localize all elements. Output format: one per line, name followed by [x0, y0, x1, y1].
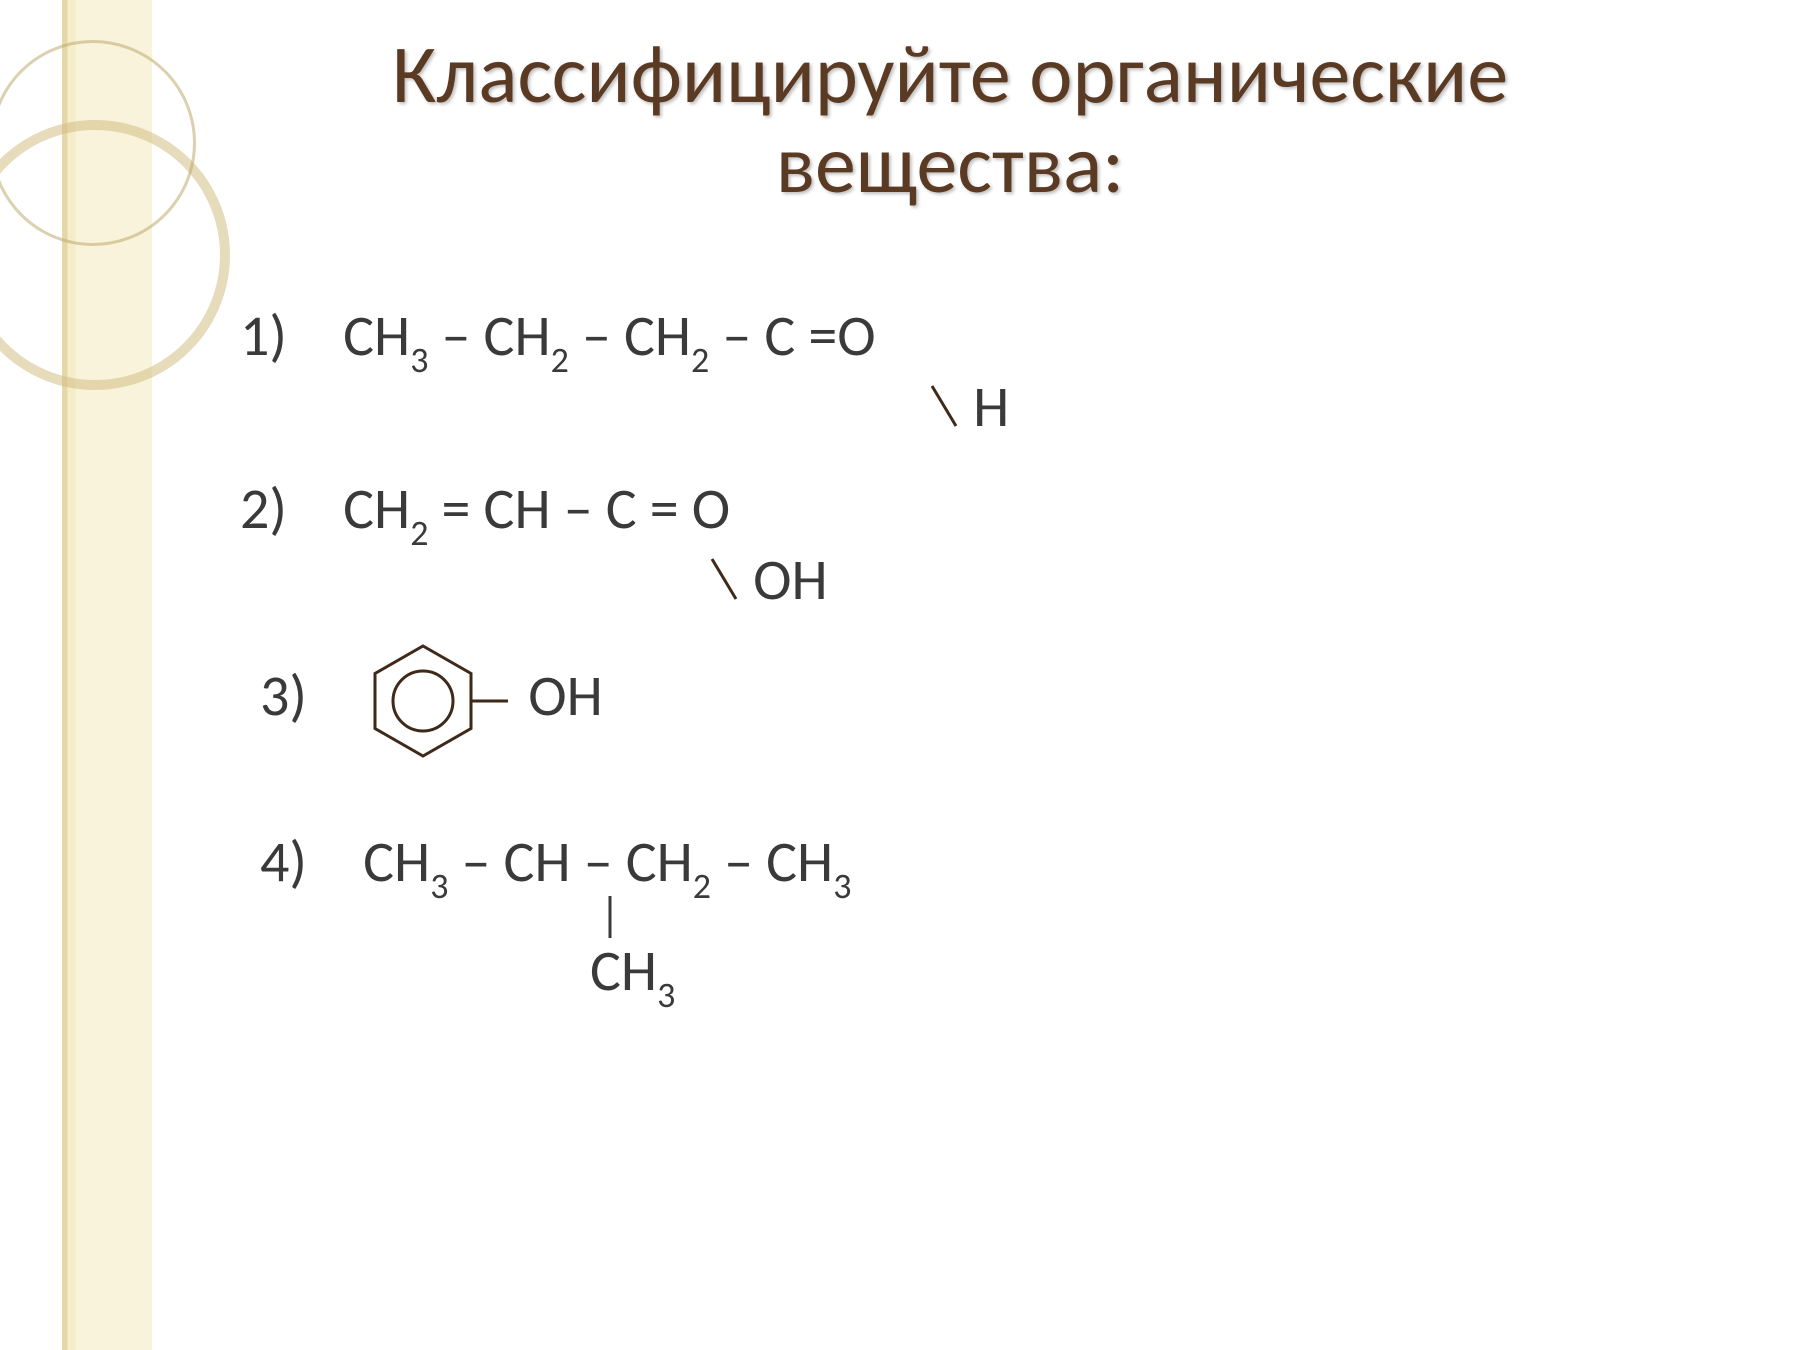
title-line-1: Классифицируйте органические — [392, 25, 1508, 125]
title-line-2: вещества: — [776, 115, 1124, 215]
bond-slash-icon — [930, 381, 960, 431]
item-3-label: OH — [528, 660, 603, 731]
item-3: 3) OH — [240, 636, 1690, 766]
item-2: 2) CH2 = CH – C = O OH — [240, 473, 1690, 616]
item-1-hang: H — [973, 371, 1009, 442]
benzene-icon — [363, 660, 546, 731]
item-1-number: 1) — [240, 300, 330, 373]
bond-slash-icon — [710, 554, 740, 604]
body-area: 1) CH3 – CH2 – CH2 – C =O H 2) CH2 = CH … — [240, 300, 1690, 1023]
item-4: 4) CH3 – CH – CH2 – CH3 CH3 — [240, 826, 1690, 1013]
item-4-number: 4) — [260, 826, 350, 899]
item-1-formula: CH3 – CH2 – CH2 – C =O — [343, 300, 876, 371]
item-1-hang-group: H — [240, 371, 1690, 444]
item-2-formula: CH2 = CH – C = O — [343, 473, 730, 544]
bond-vertical-icon — [608, 896, 612, 938]
item-4-formula: CH3 – CH – CH2 – CH3 — [363, 826, 851, 897]
item-2-hang-group: OH — [240, 544, 1690, 617]
item-4-branch: CH3 — [260, 935, 1690, 1014]
item-3-number: 3) — [260, 660, 350, 733]
item-2-number: 2) — [240, 473, 330, 546]
slide-title: Классифицируйте органические вещества: — [200, 30, 1700, 210]
item-2-hang: OH — [753, 544, 828, 615]
item-1: 1) CH3 – CH2 – CH2 – C =O H — [240, 300, 1690, 443]
